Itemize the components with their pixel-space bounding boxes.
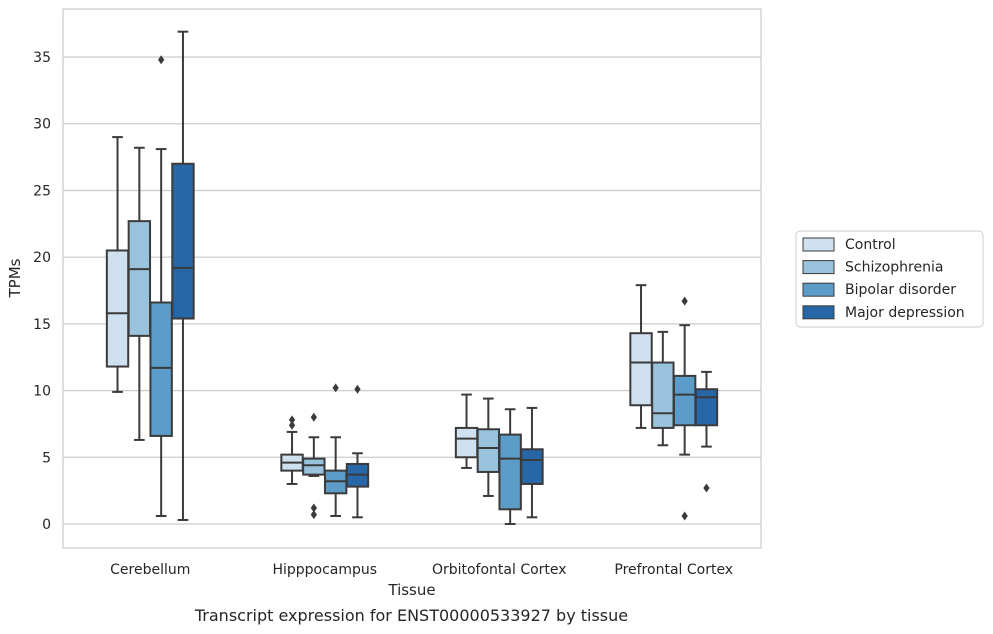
outlier-point — [310, 503, 317, 513]
outlier-point — [288, 415, 296, 425]
iqr-box — [149, 301, 173, 437]
legend-swatch — [802, 260, 835, 275]
outlier-point — [288, 420, 296, 430]
box-control — [454, 393, 479, 469]
box-schizophrenia — [651, 330, 675, 447]
legend-label: Control — [845, 237, 896, 253]
box-bipolar-disorder — [323, 383, 348, 517]
box-schizophrenia — [127, 146, 152, 441]
y-ticks: 0 5 10 15 20 25 30 35 — [33, 50, 51, 533]
y-tick-label: 0 — [42, 517, 51, 533]
legend: Control Schizophrenia Bipolar disorder Majo… — [795, 230, 984, 328]
box-major-depression — [520, 406, 544, 519]
box-major-depression — [345, 384, 370, 519]
outlier-point — [310, 412, 317, 422]
legend-swatch — [802, 237, 835, 252]
box-bipolar-disorder — [149, 55, 173, 517]
box-major-depression — [694, 370, 719, 493]
box-major-depression — [171, 30, 195, 521]
x-tick-label: Hipppocampus — [272, 562, 377, 578]
iqr-box — [105, 249, 130, 368]
box-bipolar-disorder — [498, 408, 522, 525]
box-bipolar-disorder — [672, 296, 697, 521]
x-axis-label: Tissue — [387, 581, 435, 599]
box-control — [280, 415, 304, 485]
y-tick-label: 5 — [42, 450, 51, 466]
x-tick-label: Orbitofontal Cortex — [432, 562, 567, 578]
boxes — [105, 30, 719, 525]
legend-frame — [795, 230, 984, 328]
legend-swatch — [802, 305, 835, 320]
outlier-point — [703, 483, 710, 493]
box-schizophrenia — [302, 412, 326, 520]
box-schizophrenia — [476, 397, 501, 497]
iqr-box — [694, 388, 719, 427]
outlier-point — [332, 383, 339, 393]
iqr-box — [127, 220, 152, 337]
outlier-point — [158, 55, 165, 65]
box-control — [629, 284, 653, 429]
x-tick-label: Prefrontal Cortex — [614, 562, 733, 578]
outlier-point — [681, 296, 688, 306]
outlier-point — [310, 510, 317, 520]
legend-swatch — [802, 282, 835, 297]
legend-label: Major depression — [845, 305, 965, 321]
iqr-box — [651, 361, 675, 429]
iqr-box — [629, 332, 653, 407]
iqr-box — [498, 433, 522, 511]
box-control — [105, 136, 130, 393]
outlier-point — [681, 511, 688, 521]
legend-label: Bipolar disorder — [845, 282, 956, 298]
plot-frame — [62, 8, 762, 549]
iqr-box — [520, 448, 544, 485]
y-axis-label: TPMs — [6, 258, 24, 298]
x-ticks: Cerebellum Hipppocampus Orbitofontal Corte… — [110, 562, 733, 578]
iqr-box — [302, 457, 326, 476]
figure-caption: Transcript expression for ENST0000053392… — [194, 606, 629, 625]
y-tick-label: 15 — [33, 317, 51, 333]
iqr-box — [672, 374, 697, 427]
legend-label: Schizophrenia — [845, 260, 943, 276]
y-tick-label: 20 — [33, 250, 51, 266]
x-tick-label: Cerebellum — [110, 562, 190, 578]
y-tick-label: 10 — [33, 384, 51, 400]
iqr-box — [454, 426, 479, 459]
gridlines — [63, 56, 761, 525]
y-tick-label: 25 — [33, 183, 51, 199]
iqr-box — [476, 428, 501, 473]
y-tick-label: 35 — [33, 50, 51, 66]
iqr-box — [171, 162, 195, 320]
outlier-point — [354, 384, 361, 394]
y-tick-label: 30 — [33, 117, 51, 133]
